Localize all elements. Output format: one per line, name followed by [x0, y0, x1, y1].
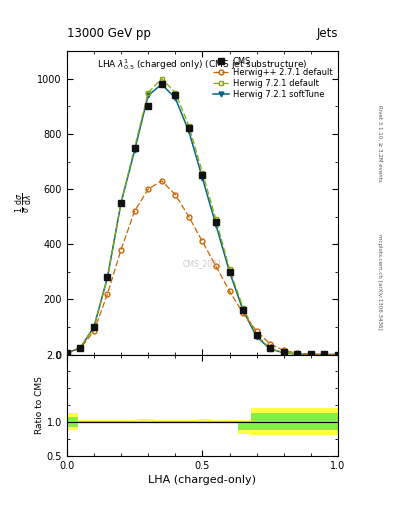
Herwig++ 2.7.1 default	[200, 239, 205, 245]
Text: mcplots.cern.ch [arXiv:1306.3436]: mcplots.cern.ch [arXiv:1306.3436]	[377, 234, 382, 329]
CMS	[336, 351, 340, 357]
Herwig 7.2.1 softTune	[92, 324, 96, 330]
CMS	[281, 349, 286, 355]
Y-axis label: Ratio to CMS: Ratio to CMS	[35, 376, 44, 434]
CMS	[268, 345, 273, 351]
Herwig 7.2.1 default	[92, 324, 96, 330]
Herwig++ 2.7.1 default	[336, 351, 340, 357]
CMS	[132, 145, 137, 151]
Herwig++ 2.7.1 default	[173, 191, 178, 198]
Herwig 7.2.1 default	[295, 351, 300, 357]
CMS	[214, 219, 219, 225]
CMS	[64, 350, 69, 356]
Herwig++ 2.7.1 default	[64, 350, 69, 356]
Herwig 7.2.1 default	[64, 350, 69, 356]
Herwig 7.2.1 softTune	[187, 128, 191, 134]
CMS	[119, 200, 123, 206]
Line: CMS: CMS	[64, 81, 341, 357]
Herwig++ 2.7.1 default	[160, 178, 164, 184]
Text: 13000 GeV pp: 13000 GeV pp	[67, 27, 151, 40]
Herwig 7.2.1 softTune	[160, 81, 164, 88]
Text: LHA $\lambda^1_{0.5}$ (charged only) (CMS jet substructure): LHA $\lambda^1_{0.5}$ (charged only) (CM…	[97, 57, 308, 72]
Herwig 7.2.1 default	[200, 169, 205, 176]
Herwig 7.2.1 default	[227, 266, 232, 272]
Herwig 7.2.1 softTune	[254, 333, 259, 339]
Herwig++ 2.7.1 default	[214, 263, 219, 269]
Herwig++ 2.7.1 default	[105, 291, 110, 297]
CMS	[254, 332, 259, 338]
Herwig 7.2.1 default	[173, 90, 178, 96]
Text: Rivet 3.1.10, ≥ 3.2M events: Rivet 3.1.10, ≥ 3.2M events	[377, 105, 382, 182]
Herwig 7.2.1 default	[146, 90, 151, 96]
Herwig 7.2.1 softTune	[173, 95, 178, 101]
Herwig 7.2.1 default	[241, 305, 245, 311]
X-axis label: LHA (charged-only): LHA (charged-only)	[149, 475, 256, 485]
Herwig 7.2.1 softTune	[200, 175, 205, 181]
Text: Jets: Jets	[316, 27, 338, 40]
Herwig 7.2.1 default	[214, 217, 219, 223]
CMS	[241, 307, 245, 313]
Herwig 7.2.1 default	[105, 274, 110, 281]
Herwig 7.2.1 softTune	[119, 200, 123, 206]
Herwig++ 2.7.1 default	[241, 310, 245, 316]
CMS	[146, 103, 151, 110]
Herwig 7.2.1 softTune	[268, 346, 273, 352]
Herwig++ 2.7.1 default	[309, 351, 313, 357]
Herwig++ 2.7.1 default	[92, 328, 96, 334]
Herwig++ 2.7.1 default	[187, 214, 191, 220]
CMS	[322, 351, 327, 357]
Herwig 7.2.1 default	[322, 351, 327, 357]
Herwig++ 2.7.1 default	[254, 328, 259, 334]
Herwig 7.2.1 softTune	[322, 351, 327, 357]
CMS	[309, 351, 313, 357]
Herwig 7.2.1 default	[187, 122, 191, 129]
Herwig++ 2.7.1 default	[322, 351, 327, 357]
Herwig 7.2.1 softTune	[295, 351, 300, 357]
CMS	[92, 324, 96, 330]
Herwig 7.2.1 softTune	[281, 350, 286, 356]
CMS	[173, 92, 178, 98]
CMS	[295, 351, 300, 357]
Herwig 7.2.1 softTune	[227, 269, 232, 275]
Line: Herwig++ 2.7.1 default: Herwig++ 2.7.1 default	[64, 178, 340, 357]
Herwig++ 2.7.1 default	[78, 346, 83, 352]
Herwig 7.2.1 softTune	[241, 307, 245, 313]
Herwig 7.2.1 default	[254, 332, 259, 338]
Herwig 7.2.1 default	[78, 345, 83, 351]
Herwig 7.2.1 softTune	[214, 222, 219, 228]
Herwig 7.2.1 default	[132, 145, 137, 151]
Herwig++ 2.7.1 default	[119, 247, 123, 253]
Herwig 7.2.1 softTune	[309, 351, 313, 357]
Herwig 7.2.1 default	[119, 200, 123, 206]
CMS	[200, 172, 205, 178]
Line: Herwig 7.2.1 default: Herwig 7.2.1 default	[64, 76, 340, 357]
Herwig 7.2.1 softTune	[78, 345, 83, 351]
Herwig++ 2.7.1 default	[132, 208, 137, 214]
Herwig 7.2.1 default	[268, 346, 273, 352]
CMS	[105, 274, 110, 281]
Herwig++ 2.7.1 default	[227, 288, 232, 294]
Herwig 7.2.1 default	[336, 351, 340, 357]
Herwig 7.2.1 default	[160, 76, 164, 82]
Herwig 7.2.1 softTune	[132, 147, 137, 154]
Herwig++ 2.7.1 default	[281, 347, 286, 353]
CMS	[227, 269, 232, 275]
Line: Herwig 7.2.1 softTune: Herwig 7.2.1 softTune	[64, 82, 340, 357]
Herwig 7.2.1 default	[281, 350, 286, 356]
Herwig 7.2.1 softTune	[64, 350, 69, 356]
Herwig++ 2.7.1 default	[295, 350, 300, 356]
CMS	[78, 345, 83, 351]
Herwig++ 2.7.1 default	[146, 186, 151, 192]
Herwig 7.2.1 softTune	[105, 274, 110, 281]
Legend: CMS, Herwig++ 2.7.1 default, Herwig 7.2.1 default, Herwig 7.2.1 softTune: CMS, Herwig++ 2.7.1 default, Herwig 7.2.…	[211, 55, 334, 100]
Herwig 7.2.1 default	[309, 351, 313, 357]
CMS	[160, 81, 164, 88]
CMS	[187, 125, 191, 132]
Y-axis label: $\frac{1}{\sigma}\,\frac{\mathrm{d}\sigma}{\mathrm{d}\lambda}$: $\frac{1}{\sigma}\,\frac{\mathrm{d}\sigm…	[13, 193, 35, 213]
Herwig 7.2.1 softTune	[146, 92, 151, 98]
Herwig++ 2.7.1 default	[268, 341, 273, 347]
Text: CMS_2021: CMS_2021	[183, 259, 222, 268]
Herwig 7.2.1 softTune	[336, 351, 340, 357]
